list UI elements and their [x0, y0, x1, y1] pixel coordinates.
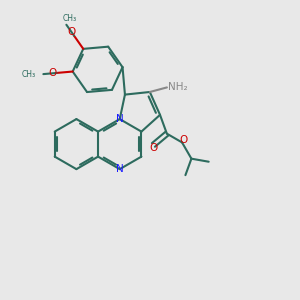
Text: O: O	[68, 28, 76, 38]
Text: CH₃: CH₃	[22, 70, 36, 79]
Text: N: N	[116, 164, 124, 174]
Text: CH₃: CH₃	[62, 14, 76, 23]
Text: O: O	[49, 68, 57, 78]
Text: N: N	[116, 114, 124, 124]
Text: O: O	[179, 135, 187, 146]
Text: O: O	[149, 143, 158, 154]
Text: NH₂: NH₂	[168, 82, 188, 92]
